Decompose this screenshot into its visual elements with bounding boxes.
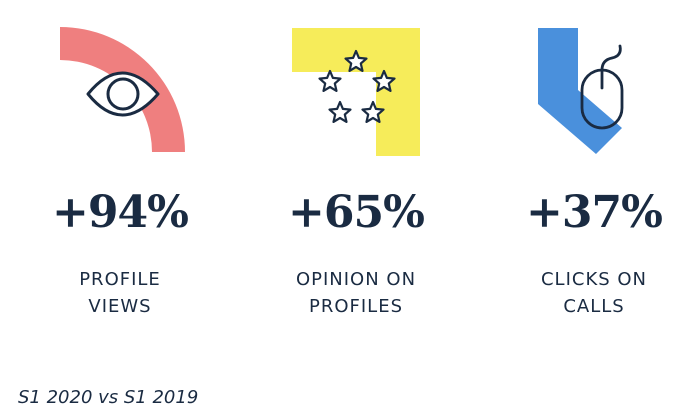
yellow-l-shape [292,28,420,156]
period-footnote: S1 2020 vs S1 2019 [18,387,199,408]
pink-quarter-ring [60,27,185,152]
stat-opinion-on-profiles: +65% OPINION ON PROFILES [246,0,466,330]
blue-folded-shape [538,28,624,154]
profile-views-label-line1: PROFILE [79,269,161,290]
eye-icon [86,71,160,117]
clicks-label-line2: CALLS [563,296,625,317]
stat-clicks-on-calls: +37% CLICKS ON CALLS [484,0,674,330]
opinion-graphic [246,0,466,170]
opinion-value: +65% [288,187,425,238]
mouse-icon [580,44,624,130]
clicks-graphic [484,0,674,170]
clicks-value: +37% [526,187,663,238]
clicks-label: CLICKS ON CALLS [484,266,674,320]
profile-views-label: PROFILE VIEWS [10,266,230,320]
opinion-label-line2: PROFILES [308,296,404,317]
opinion-label: OPINION ON PROFILES [246,266,466,320]
profile-views-label-line2: VIEWS [88,296,152,317]
stat-profile-views: +94% PROFILE VIEWS [10,0,230,330]
clicks-label-line1: CLICKS ON [540,269,648,290]
stars-icon [318,49,396,124]
opinion-label-line1: OPINION ON [295,269,417,290]
profile-views-value: +94% [52,187,189,238]
profile-views-graphic [10,0,230,170]
